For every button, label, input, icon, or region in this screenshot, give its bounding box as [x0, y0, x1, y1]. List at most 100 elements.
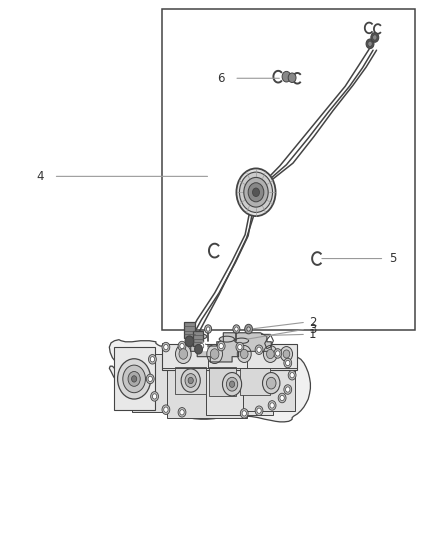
Circle shape	[280, 395, 284, 401]
Bar	[184, 322, 194, 338]
Circle shape	[242, 411, 247, 416]
Ellipse shape	[219, 336, 234, 342]
Circle shape	[205, 325, 212, 333]
Circle shape	[176, 344, 191, 364]
Circle shape	[267, 349, 274, 359]
Circle shape	[286, 387, 290, 392]
Circle shape	[180, 410, 184, 415]
Circle shape	[278, 393, 286, 403]
Polygon shape	[202, 342, 206, 350]
Circle shape	[123, 365, 145, 393]
Circle shape	[280, 346, 293, 361]
Circle shape	[185, 336, 194, 346]
Polygon shape	[191, 333, 271, 362]
Bar	[176, 367, 206, 394]
Bar	[162, 344, 297, 370]
Circle shape	[226, 377, 238, 391]
Circle shape	[188, 377, 193, 384]
Circle shape	[286, 360, 290, 366]
Circle shape	[274, 349, 282, 358]
Circle shape	[245, 324, 253, 334]
Circle shape	[257, 347, 261, 352]
Text: 3: 3	[309, 322, 316, 336]
Circle shape	[223, 373, 242, 396]
Circle shape	[146, 374, 154, 384]
Circle shape	[162, 405, 170, 415]
Circle shape	[210, 349, 219, 359]
Bar	[209, 367, 236, 397]
Circle shape	[199, 343, 204, 349]
Circle shape	[178, 341, 186, 351]
Circle shape	[194, 344, 202, 354]
Circle shape	[152, 394, 157, 399]
Text: 6: 6	[217, 72, 225, 85]
Bar	[206, 354, 273, 415]
Circle shape	[368, 41, 372, 46]
Circle shape	[266, 377, 276, 389]
Bar	[162, 10, 415, 330]
Circle shape	[230, 381, 235, 387]
Circle shape	[206, 327, 210, 331]
Circle shape	[238, 344, 242, 350]
Circle shape	[128, 372, 140, 386]
Circle shape	[270, 403, 274, 408]
Circle shape	[148, 376, 152, 382]
Circle shape	[233, 325, 240, 333]
Circle shape	[131, 376, 137, 382]
Circle shape	[235, 327, 238, 331]
Circle shape	[373, 35, 377, 40]
Text: 1: 1	[309, 328, 316, 341]
Circle shape	[198, 341, 205, 351]
Bar	[193, 331, 203, 346]
Bar	[132, 354, 208, 413]
Circle shape	[178, 408, 186, 417]
Circle shape	[244, 177, 268, 207]
Bar	[167, 354, 247, 418]
Circle shape	[247, 327, 251, 331]
Bar	[240, 368, 270, 395]
Polygon shape	[110, 340, 311, 422]
Circle shape	[276, 351, 280, 356]
Circle shape	[366, 39, 374, 49]
Circle shape	[255, 406, 263, 416]
Circle shape	[255, 345, 263, 354]
Circle shape	[288, 73, 296, 83]
Circle shape	[219, 343, 223, 349]
Circle shape	[236, 342, 244, 352]
Circle shape	[288, 370, 296, 380]
Circle shape	[181, 369, 200, 392]
Circle shape	[150, 357, 155, 362]
Circle shape	[240, 409, 248, 418]
Circle shape	[180, 343, 184, 349]
Ellipse shape	[235, 338, 249, 343]
Circle shape	[148, 354, 156, 364]
Circle shape	[268, 401, 276, 410]
Circle shape	[185, 374, 196, 387]
Circle shape	[248, 183, 264, 202]
Ellipse shape	[194, 334, 207, 339]
Circle shape	[284, 385, 292, 394]
Circle shape	[164, 407, 168, 413]
Circle shape	[237, 168, 276, 216]
Circle shape	[257, 408, 261, 414]
Circle shape	[240, 172, 272, 213]
Circle shape	[164, 344, 168, 350]
Circle shape	[179, 349, 187, 359]
Circle shape	[237, 345, 251, 362]
Bar	[243, 358, 295, 411]
Circle shape	[162, 342, 170, 352]
Circle shape	[283, 350, 290, 358]
Circle shape	[262, 373, 280, 394]
Circle shape	[207, 344, 223, 364]
Circle shape	[151, 392, 159, 401]
Circle shape	[240, 349, 248, 359]
Text: 5: 5	[389, 252, 397, 265]
Circle shape	[371, 33, 379, 42]
Circle shape	[263, 345, 277, 362]
Circle shape	[217, 341, 225, 351]
Text: 2: 2	[309, 316, 316, 329]
Text: 4: 4	[37, 170, 44, 183]
Circle shape	[117, 359, 151, 399]
Circle shape	[253, 188, 259, 197]
Circle shape	[284, 358, 292, 368]
